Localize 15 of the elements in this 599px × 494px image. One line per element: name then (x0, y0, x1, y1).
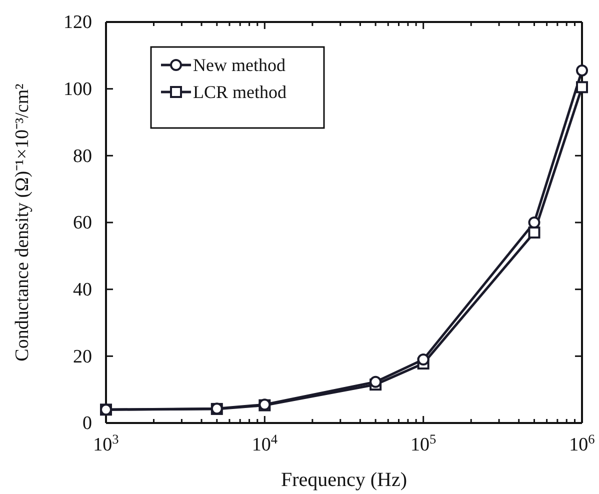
x-axis-title: Frequency (Hz) (280, 469, 408, 491)
x-tick-label: 10$^{6}$ (569, 430, 596, 456)
y-tick-label: 60 (73, 212, 92, 234)
y-axis-title: Conductance density (Ω)⁻¹×10⁻³/cm² (12, 83, 33, 362)
legend-label: LCR method (193, 82, 286, 102)
x-tick-label: 10$^{3}$ (93, 430, 120, 456)
y-tick-label: 0 (82, 413, 92, 434)
y-tick-label: 120 (64, 12, 92, 34)
x-tick-label: 10$^{5}$ (410, 430, 437, 456)
x-tick-label: 10$^{4}$ (252, 430, 278, 456)
y-tick-label: 20 (73, 346, 92, 368)
y-tick-label: 40 (73, 279, 92, 300)
legend-label: New method (193, 55, 286, 75)
y-tick-label: 100 (64, 78, 92, 100)
y-tick-label: 80 (73, 146, 92, 167)
